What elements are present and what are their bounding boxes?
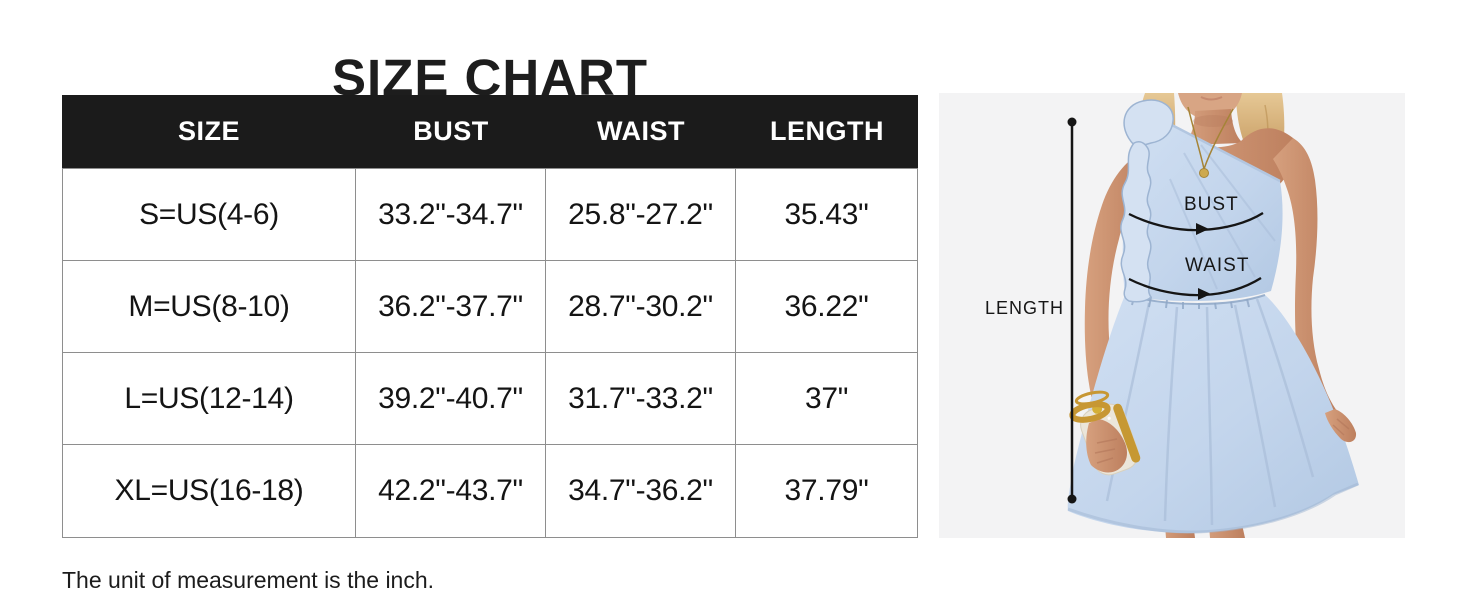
cell-waist: 28.7"-30.2" [546,261,736,353]
clutch-gold-frame [1113,403,1141,463]
size-table: SIZE BUST WAIST LENGTH S=US(4-6) 33.2"-3… [62,95,918,538]
table-row: L=US(12-14) 39.2"-40.7" 31.7"-33.2" 37" [63,353,917,445]
cell-bust: 39.2"-40.7" [356,353,546,445]
cell-length: 37" [736,353,917,445]
column-header-waist: WAIST [597,116,685,146]
bodice-creases [1169,144,1276,290]
right-finger-lines [1332,418,1350,436]
bust-measure [1128,212,1264,235]
waist-arrowhead-icon [1198,288,1211,300]
hem-shadow [1067,482,1359,534]
right-hand [1325,409,1357,443]
cell-size: XL=US(16-18) [63,445,356,537]
bust-label: BUST [1184,194,1239,215]
cell-length: 36.22" [736,261,917,353]
cell-waist: 31.7"-33.2" [546,353,736,445]
model-illustration [939,93,1405,538]
left-hand [1086,419,1127,473]
model-photo: BUST WAIST LENGTH [939,93,1405,538]
finger-lines [1094,438,1118,464]
column-header-size: SIZE [177,116,240,146]
cell-waist: 25.8"-27.2" [546,169,736,261]
chin-shadow [1193,115,1233,127]
table-row: M=US(8-10) 36.2"-37.7" 28.7"-30.2" 36.22… [63,261,917,353]
left-arm [1084,151,1149,425]
column-header-length: LENGTH [770,116,884,146]
size-table-body: S=US(4-6) 33.2"-34.7" 25.8"-27.2" 35.43"… [62,168,918,538]
skirt-folds [1105,298,1315,526]
length-label: LENGTH [985,298,1065,318]
cell-bust: 42.2"-43.7" [356,445,546,537]
neckline-edge [1167,121,1281,183]
cell-waist: 34.7"-36.2" [546,445,736,537]
column-header-bust: BUST [413,116,489,146]
cell-length: 37.79" [784,474,869,507]
ruffle-wing [1123,99,1174,147]
size-table-header: SIZE BUST WAIST LENGTH [62,95,918,168]
cell-bust: 33.2"-34.7" [356,169,546,261]
table-row: S=US(4-6) 33.2"-34.7" 25.8"-27.2" 35.43" [63,169,917,261]
necklace-pendant [1199,168,1209,178]
measurement-unit-note: The unit of measurement is the inch. [62,567,435,593]
skirt [1067,295,1359,534]
table-row: XL=US(16-18) 42.2"-43.7" 34.7"-36.2" 37.… [63,445,917,537]
cell-bust: 36.2"-37.7" [356,261,546,353]
cell-size: S=US(4-6) [63,169,356,261]
ruffle-cascade [1120,141,1152,303]
bust-arrowhead-icon [1196,223,1209,235]
right-arm [1273,138,1337,423]
cell-size: M=US(8-10) [63,261,356,353]
length-measure [1067,117,1077,504]
cell-length: 35.43" [736,169,917,261]
cell-size: L=US(12-14) [63,353,356,445]
mouth-hint [1200,96,1223,101]
length-top-dot [1067,117,1077,127]
length-bottom-dot [1067,494,1077,504]
waist-measure [1128,277,1262,300]
waist-label: WAIST [1185,255,1250,276]
